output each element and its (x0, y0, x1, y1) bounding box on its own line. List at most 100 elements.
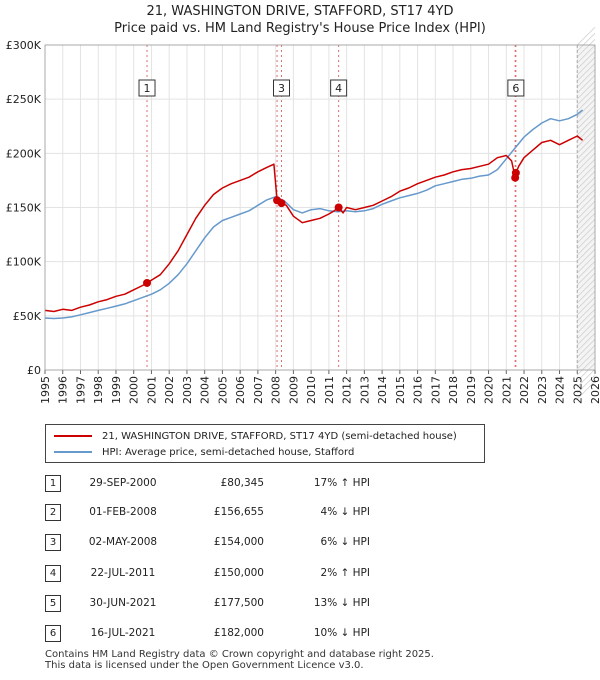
x-tick-label: 2011 (323, 376, 336, 404)
forecast-hatch (576, 56, 596, 76)
x-tick-label: 2014 (376, 376, 389, 404)
forecast-hatch (576, 146, 596, 166)
forecast-hatch (576, 164, 596, 184)
x-tick-label: 2016 (412, 376, 425, 404)
plot-border (44, 44, 596, 371)
forecast-hatch (576, 356, 596, 376)
table-row: 6 16-JUL-2021 £182,000 10% ↓ HPI (0, 625, 600, 643)
forecast-hatch (576, 140, 596, 160)
forecast-hatch (576, 290, 596, 310)
footer-copyright: Contains HM Land Registry data © Crown c… (45, 649, 434, 660)
y-tick-label: £50K (13, 310, 42, 323)
marker-label-3: 3 (278, 82, 285, 95)
x-tick-label: 2013 (358, 376, 371, 404)
forecast-hatch (576, 98, 596, 118)
legend-item-hpi: HPI: Average price, semi-detached house,… (54, 445, 354, 459)
x-tick-label: 1999 (110, 376, 123, 404)
forecast-hatch (576, 320, 596, 340)
x-tick-label: 1998 (92, 376, 105, 404)
forecast-hatch (576, 242, 596, 262)
x-tick-label: 2003 (181, 376, 194, 404)
x-tick-label: 2026 (589, 376, 600, 404)
legend-swatch-hpi (54, 451, 92, 453)
transaction-hpi: 2% ↑ HPI (320, 567, 370, 579)
forecast-hatch (576, 92, 596, 112)
forecast-hatch (576, 68, 596, 88)
forecast-hatch (576, 326, 596, 346)
forecast-hatch (576, 116, 596, 136)
forecast-hatch (576, 278, 596, 298)
x-tick-label: 1997 (74, 376, 87, 404)
forecast-hatch (576, 350, 596, 370)
table-row: 4 22-JUL-2011 £150,000 2% ↑ HPI (0, 565, 600, 583)
transaction-date: 29-SEP-2000 (89, 477, 157, 489)
y-tick-label: £250K (6, 93, 42, 106)
x-tick-label: 2010 (305, 376, 318, 404)
forecast-hatch (576, 200, 596, 220)
marker-label-box-1 (138, 79, 156, 97)
transaction-price: £154,000 (213, 536, 264, 548)
forecast-hatch (576, 44, 596, 64)
x-tick-label: 2019 (465, 376, 478, 404)
forecast-hatch (576, 176, 596, 196)
table-row: 3 02-MAY-2008 £154,000 6% ↓ HPI (0, 534, 600, 552)
forecast-hatch (576, 284, 596, 304)
forecast-hatch (576, 374, 596, 394)
forecast-hatch (576, 236, 596, 256)
x-tick-label: 2008 (270, 376, 283, 404)
x-tick-label: 2024 (554, 376, 567, 404)
forecast-hatch (576, 218, 596, 238)
forecast-hatch (576, 86, 596, 106)
x-tick-label: 2007 (252, 376, 265, 404)
sale-point-1 (143, 278, 152, 287)
table-row: 2 01-FEB-2008 £156,655 4% ↓ HPI (0, 504, 600, 522)
forecast-hatch (576, 296, 596, 316)
x-tick-label: 2001 (145, 376, 158, 404)
y-tick-label: £0 (27, 364, 41, 377)
transaction-price: £80,345 (220, 477, 264, 489)
legend-label-property: 21, WASHINGTON DRIVE, STAFFORD, ST17 4YD… (102, 430, 457, 442)
forecast-hatch (576, 128, 596, 148)
forecast-hatch (576, 158, 596, 178)
transaction-date: 16-JUL-2021 (90, 627, 156, 639)
y-tick-label: £150K (6, 202, 42, 215)
y-tick-label: £100K (6, 256, 42, 269)
transaction-price: £150,000 (213, 567, 264, 579)
marker-label-box-6 (507, 79, 525, 97)
forecast-hatch (576, 38, 596, 58)
forecast-hatch (576, 380, 596, 400)
x-tick-label: 2018 (447, 376, 460, 404)
forecast-hatch (576, 182, 596, 202)
forecast-hatch (576, 32, 596, 52)
transaction-date: 02-MAY-2008 (88, 536, 158, 548)
forecast-hatch (576, 308, 596, 328)
table-row: 5 30-JUN-2021 £177,500 13% ↓ HPI (0, 595, 600, 613)
forecast-hatch (576, 302, 596, 322)
footer-license: This data is licensed under the Open Gov… (45, 660, 364, 671)
x-tick-label: 2020 (483, 376, 496, 404)
forecast-hatch (576, 332, 596, 352)
chart-title-subtitle: Price paid vs. HM Land Registry's House … (114, 21, 486, 36)
forecast-hatch (576, 134, 596, 154)
transaction-hpi: 13% ↓ HPI (313, 597, 370, 609)
legend-label-hpi: HPI: Average price, semi-detached house,… (102, 446, 355, 458)
forecast-hatch (576, 314, 596, 334)
forecast-hatch (576, 50, 596, 70)
forecast-hatch (576, 260, 596, 280)
x-tick-label: 2025 (571, 376, 584, 404)
hpi-line (44, 109, 584, 320)
transaction-price: £156,655 (213, 506, 264, 518)
forecast-hatch (576, 212, 596, 232)
x-tick-label: 2000 (128, 376, 141, 404)
y-tick-label: £300K (6, 39, 42, 52)
marker-label-1: 1 (144, 82, 151, 95)
transaction-number: 4 (45, 565, 61, 582)
forecast-hatch (576, 368, 596, 388)
transaction-price: £182,000 (213, 627, 264, 639)
price-chart: 1 3 4 6 £0 £50K £100K £150K £200K £250K £300K 199… (6, 26, 600, 404)
x-tick-label: 2002 (163, 376, 176, 404)
forecast-hatch (576, 110, 596, 130)
transaction-number: 6 (45, 625, 61, 642)
forecast-hatch (576, 80, 596, 100)
chart-legend: 21, WASHINGTON DRIVE, STAFFORD, ST17 4YD… (45, 424, 485, 463)
